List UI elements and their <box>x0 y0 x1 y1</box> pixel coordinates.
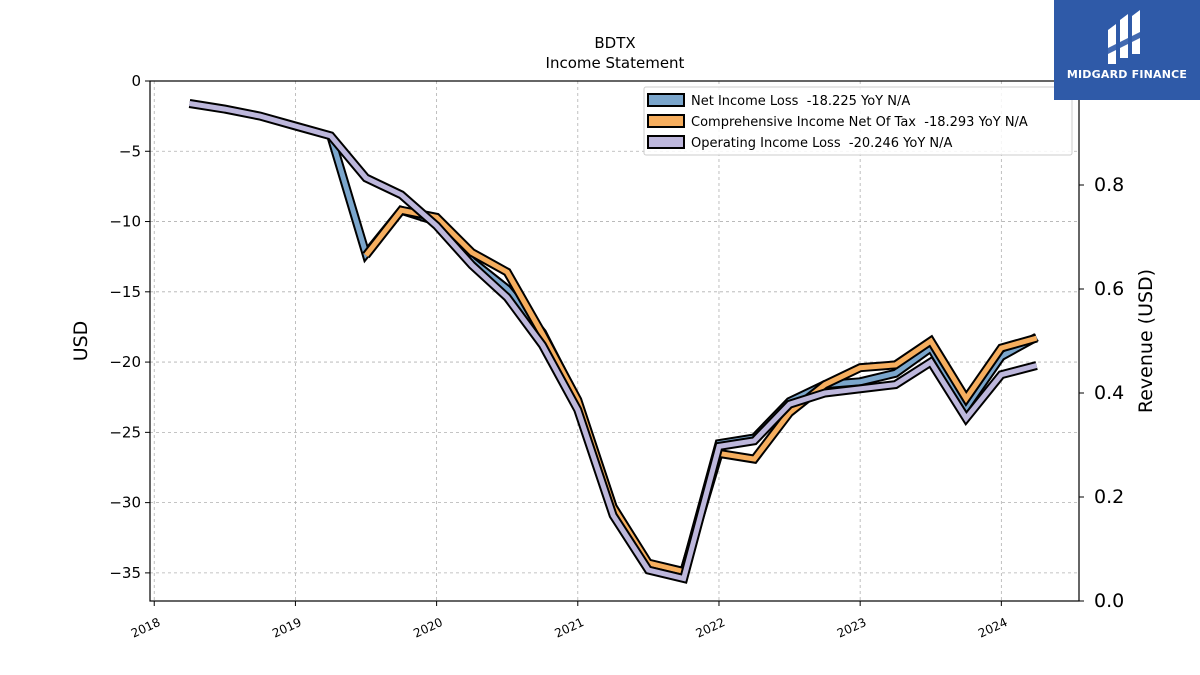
y-right-tick-label: 0.0 <box>1094 590 1124 612</box>
y-axis-label-right: Revenue (USD) <box>1135 269 1157 413</box>
legend-label-operating-income: Operating Income Loss -20.246 YoY N/A <box>691 136 953 151</box>
y-tick-label: −5 <box>119 142 141 160</box>
y-tick-label: −35 <box>109 564 141 582</box>
y-axis-right: 0.0 0.2 0.4 0.6 0.8 <box>1079 174 1124 612</box>
y-tick-label: −15 <box>109 283 141 301</box>
x-axis: 2018 2019 2020 2021 2022 2023 2024 <box>129 601 1010 641</box>
legend-swatch-comprehensive-income <box>647 114 685 128</box>
series-layer <box>188 99 1039 584</box>
legend-swatch-operating-income <box>647 135 685 149</box>
x-tick-label: 2019 <box>270 615 304 641</box>
x-tick-label: 2023 <box>835 615 869 641</box>
legend-label-net-income: Net Income Loss -18.225 YoY N/A <box>691 94 910 109</box>
y-tick-label: −20 <box>109 353 141 371</box>
y-tick-label: 0 <box>131 72 141 90</box>
x-tick-label: 2024 <box>976 615 1010 641</box>
y-right-tick-label: 0.2 <box>1094 486 1124 508</box>
legend-swatch-net-income <box>647 93 685 107</box>
plot-frame <box>149 80 1080 602</box>
brand-logo: MIDGARD FINANCE <box>1054 0 1200 100</box>
legend: Net Income Loss -18.225 YoY N/A Comprehe… <box>643 86 1073 156</box>
y-tick-label: −25 <box>109 423 141 441</box>
series-outline-operating-income-loss <box>188 99 1038 584</box>
legend-label-comprehensive-income: Comprehensive Income Net Of Tax -18.293 … <box>691 115 1028 130</box>
midgard-logo-icon <box>1108 10 1140 64</box>
chart-subtitle: Income Statement <box>546 54 685 72</box>
y-right-tick-label: 0.6 <box>1094 278 1124 300</box>
y-tick-label: −10 <box>109 213 141 231</box>
y-right-tick-label: 0.4 <box>1094 382 1124 404</box>
y-axis-label-left: USD <box>70 321 92 362</box>
y-axis-left: 0 −5 −10 −15 −20 −25 −30 −35 <box>109 72 150 582</box>
series-line-operating-income-loss <box>189 101 1038 582</box>
legend-box <box>643 86 1073 156</box>
x-tick-label: 2021 <box>552 615 586 641</box>
x-tick-label: 2020 <box>411 615 445 641</box>
y-right-tick-label: 0.8 <box>1094 174 1124 196</box>
brand-name: MIDGARD FINANCE <box>1066 68 1188 81</box>
x-tick-label: 2022 <box>694 615 728 641</box>
x-tick-label: 2018 <box>129 615 163 641</box>
y-tick-label: −30 <box>109 494 141 512</box>
chart-title: BDTX <box>594 34 635 52</box>
